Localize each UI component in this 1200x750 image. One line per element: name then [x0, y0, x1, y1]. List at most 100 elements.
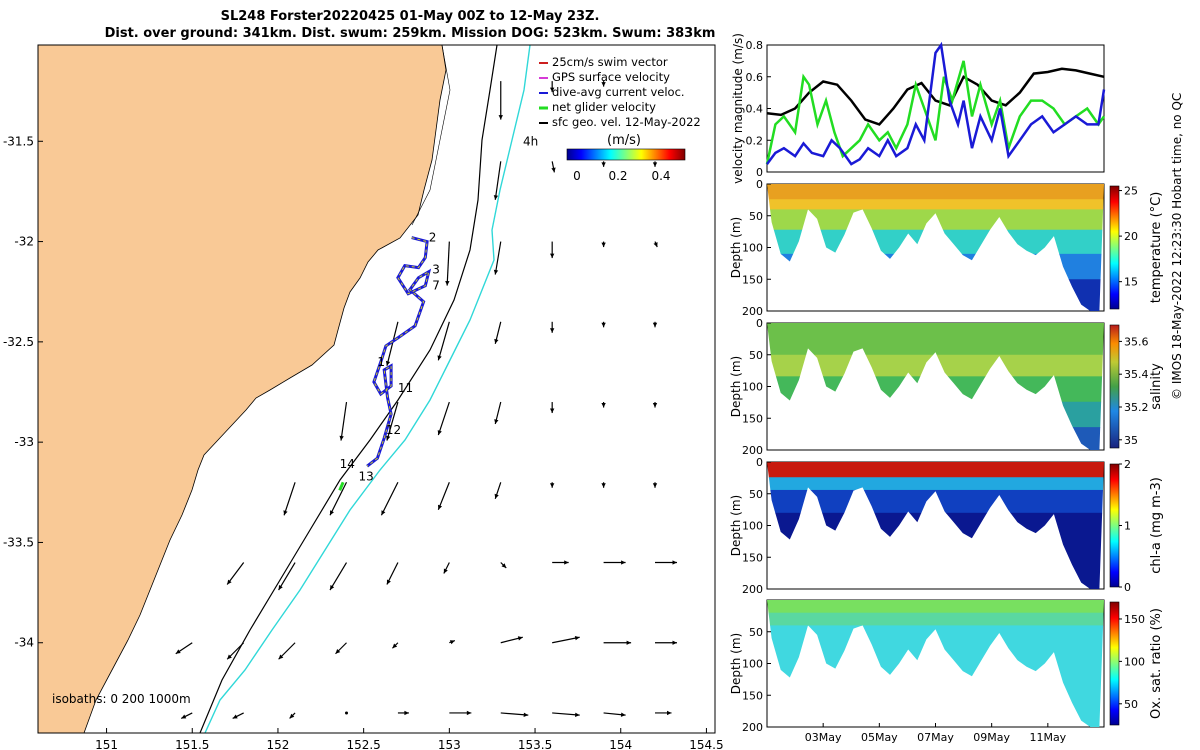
current-vector [443, 562, 450, 574]
profile-band [767, 323, 1104, 356]
colorbar-tick-label: 35.4 [1124, 368, 1149, 381]
current-vector [500, 562, 507, 569]
map-xtick-label: 152.5 [346, 738, 380, 750]
profile-ytick-label: 200 [742, 305, 763, 318]
current-vector [175, 642, 193, 655]
current-vector-field [175, 81, 678, 719]
date-tick-label: 11May [1029, 731, 1066, 744]
colorbar-tick-1: 0.2 [608, 169, 627, 183]
colorbar-tick-0: 0 [573, 169, 581, 183]
current-vector [552, 635, 580, 644]
track-annotation: 2 [429, 231, 437, 245]
map-ytick-label: -34 [14, 636, 34, 650]
glider-track-net [366, 237, 430, 467]
velocity-series-line [766, 67, 1105, 126]
current-vector [380, 482, 399, 516]
track-annotation: 11 [398, 381, 413, 395]
current-vector [232, 712, 244, 719]
current-vector [498, 81, 503, 120]
profile-ytick-label: 0 [756, 456, 763, 469]
map-ytick-label: -33.5 [3, 535, 34, 549]
isobath-200m [199, 45, 498, 733]
profile-ylabel: Depth (m) [729, 633, 743, 694]
current-vector [655, 640, 678, 645]
profile-ytick-label: 50 [749, 626, 763, 639]
current-vector [278, 562, 296, 591]
current-vector [391, 642, 399, 649]
colorbar-tick-label: 15 [1124, 276, 1138, 289]
profile-band [767, 199, 1104, 210]
profile-ytick-label: 100 [742, 242, 763, 255]
current-vector [500, 712, 529, 717]
profile-colorbar [1109, 324, 1120, 449]
map-x-ticks: 151 151.5 152 152.5 153 153.5 154 154.5 [95, 728, 724, 750]
current-vector [437, 482, 450, 510]
colorbar-unit: (m/s) [607, 133, 641, 148]
chart-title: SL248 Forster20220425 01-May 00Z to 12-M… [60, 8, 760, 42]
current-vector [345, 711, 349, 715]
track-annotation: 13 [359, 469, 374, 483]
current-vector [550, 321, 555, 333]
profile-ytick-label: 150 [742, 689, 763, 702]
current-vector [552, 560, 569, 565]
colorbar-tick-label: 35.6 [1124, 335, 1149, 348]
profile-ytick-label: 150 [742, 273, 763, 286]
current-vector [397, 710, 409, 716]
profile-panel-chl-a: 0 50 100 150 200 Depth (m) 0 1 2 chl-a (mg m-3) [729, 456, 1164, 596]
profile-ytick-label: 200 [742, 583, 763, 596]
current-vector [601, 81, 606, 87]
map-ytick-label: -33 [14, 435, 34, 449]
isobath-0m [411, 45, 451, 226]
colorbar-tick-label: 2 [1124, 458, 1131, 471]
profile-ylabel: Depth (m) [729, 356, 743, 417]
date-tick-label: 03May [805, 731, 842, 744]
profile-panel-salinity: 0 50 100 150 200 Depth (m) 35 35.2 35.4 35.6 salin… [729, 317, 1164, 457]
current-vector [385, 321, 399, 366]
map-xtick-label: 154 [609, 738, 632, 750]
map-xtick-label: 152 [266, 738, 289, 750]
colorbar-tick-label: 50 [1124, 698, 1138, 711]
profile-band [767, 477, 1104, 491]
profile-ytick-label: 200 [742, 444, 763, 457]
map-xtick-label: 154.5 [689, 738, 723, 750]
title-line-2: Dist. over ground: 341km. Dist. swum: 25… [104, 26, 716, 41]
profile-colorbar [1109, 463, 1120, 588]
colorbar-tick-label: 35 [1124, 434, 1138, 447]
current-vector [494, 401, 502, 425]
map-legend: 25cm/s swim vector GPS surface velocity … [539, 55, 701, 183]
velocity-ytick-label: 0 [756, 166, 763, 179]
current-vector [601, 321, 606, 328]
profile-ytick-label: 150 [742, 412, 763, 425]
isobath-1000m [204, 45, 531, 733]
map-land [38, 45, 447, 733]
velocity-series-line [765, 60, 1106, 165]
legend-sfc-geo: sfc geo. vel. 12-May-2022 [552, 115, 701, 129]
velocity-ytick-label: 0.4 [746, 103, 764, 116]
current-vector [652, 321, 658, 328]
current-vector [550, 482, 555, 488]
colorbar-tick-label: 0 [1124, 581, 1131, 594]
current-vector [335, 642, 347, 655]
date-tick-label: 07May [917, 731, 954, 744]
profile-ytick-label: 50 [749, 210, 763, 223]
current-vector [278, 642, 296, 660]
profile-colorbar-label: Ox. sat. ratio (%) [1149, 608, 1164, 719]
current-vector [550, 241, 555, 259]
colorbar-tick-label: 150 [1124, 613, 1145, 626]
current-vector [552, 712, 580, 717]
profile-ytick-label: 0 [756, 178, 763, 191]
profile-colorbar [1109, 601, 1120, 726]
current-vector [601, 402, 606, 408]
current-vector [437, 321, 450, 361]
colorbar-tick-2: 0.4 [651, 169, 670, 183]
track-annotation: 1 [377, 355, 385, 369]
track-annotation: 12 [386, 423, 401, 437]
current-vector [500, 636, 523, 644]
current-vector [449, 710, 472, 716]
current-vector [603, 640, 632, 645]
profile-panel-oxygen-saturation: 50 100 150 200 Depth (m) 50 100 150 Ox. sat. rat… [729, 599, 1164, 744]
profile-ylabel: Depth (m) [729, 217, 743, 278]
profile-colorbar [1109, 185, 1120, 310]
